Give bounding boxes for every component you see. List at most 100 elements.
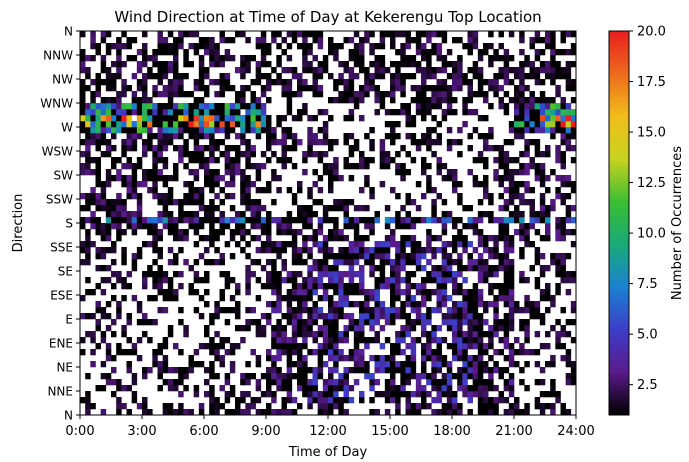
heatmap-cell xyxy=(188,187,194,194)
heatmap-cell xyxy=(534,127,541,134)
heatmap-cell xyxy=(307,349,313,356)
heatmap-cell xyxy=(328,379,334,386)
heatmap-cell xyxy=(534,361,541,368)
heatmap-cell xyxy=(126,115,132,122)
heatmap-cell xyxy=(333,265,339,272)
heatmap-cell xyxy=(214,403,220,410)
heatmap-cell xyxy=(369,157,375,164)
heatmap-cell xyxy=(343,295,349,302)
heatmap-cell xyxy=(462,301,468,308)
heatmap-cell xyxy=(260,49,267,56)
heatmap-cell xyxy=(209,115,215,122)
heatmap-cell xyxy=(426,97,432,104)
heatmap-cell xyxy=(121,85,127,92)
heatmap-cell xyxy=(224,127,231,134)
heatmap-cell xyxy=(384,205,391,212)
heatmap-cell xyxy=(421,97,427,104)
heatmap-cell xyxy=(147,121,153,128)
heatmap-cell xyxy=(157,133,163,140)
heatmap-cell xyxy=(570,337,577,344)
heatmap-cell xyxy=(204,115,210,122)
heatmap-cell xyxy=(405,37,411,44)
heatmap-cell xyxy=(539,97,546,104)
heatmap-cell xyxy=(426,67,432,74)
heatmap-cell xyxy=(524,61,530,68)
heatmap-cell xyxy=(431,115,437,122)
heatmap-cell xyxy=(333,355,339,362)
heatmap-cell xyxy=(240,373,246,380)
heatmap-cell xyxy=(519,379,525,386)
heatmap-cell xyxy=(379,247,386,254)
heatmap-cell xyxy=(534,121,541,128)
heatmap-cell xyxy=(322,343,329,350)
heatmap-cell xyxy=(441,175,448,182)
heatmap-cell xyxy=(131,181,138,188)
heatmap-cell xyxy=(524,325,530,332)
heatmap-cell xyxy=(235,403,241,410)
heatmap-cell xyxy=(353,217,360,224)
heatmap-cell xyxy=(333,229,339,236)
heatmap-cell xyxy=(400,253,406,260)
heatmap-cell xyxy=(436,307,442,314)
heatmap-cell xyxy=(291,247,298,254)
heatmap-cell xyxy=(338,283,344,290)
heatmap-cell xyxy=(436,385,442,392)
heatmap-cell xyxy=(565,133,572,140)
heatmap-cell xyxy=(426,49,432,56)
heatmap-cell xyxy=(390,295,396,302)
heatmap-cell xyxy=(508,271,515,278)
heatmap-cell xyxy=(498,325,504,332)
heatmap-cell xyxy=(286,337,293,344)
heatmap-cell xyxy=(524,229,530,236)
heatmap-cell xyxy=(312,55,318,62)
heatmap-cell xyxy=(193,187,200,194)
heatmap-cell xyxy=(400,169,406,176)
heatmap-cell xyxy=(204,157,210,164)
heatmap-cell xyxy=(209,127,215,134)
heatmap-cell xyxy=(565,211,572,218)
heatmap-cell xyxy=(333,403,339,410)
heatmap-cell xyxy=(405,253,411,260)
heatmap-cell xyxy=(152,247,158,254)
heatmap-cell xyxy=(462,343,468,350)
heatmap-cell xyxy=(338,175,344,182)
heatmap-cell xyxy=(436,283,442,290)
heatmap-cell xyxy=(152,349,158,356)
heatmap-cell xyxy=(384,391,391,398)
heatmap-cell xyxy=(477,49,484,56)
heatmap-cell xyxy=(260,31,267,38)
heatmap-cell xyxy=(333,301,339,308)
heatmap-cell xyxy=(446,319,453,326)
heatmap-cell xyxy=(229,235,236,242)
heatmap-cell xyxy=(555,331,561,338)
heatmap-cell xyxy=(384,223,391,230)
heatmap-cell xyxy=(343,163,349,170)
heatmap-cell xyxy=(95,109,101,116)
heatmap-cell xyxy=(271,139,277,146)
heatmap-cell xyxy=(100,307,107,314)
heatmap-cell xyxy=(183,199,189,206)
heatmap-cell xyxy=(534,103,541,110)
heatmap-cell xyxy=(514,109,520,116)
heatmap-cell xyxy=(152,319,158,326)
heatmap-cell xyxy=(384,31,391,38)
heatmap-cell xyxy=(229,109,236,116)
heatmap-cell xyxy=(219,343,225,350)
heatmap-cell xyxy=(116,397,122,404)
heatmap-cell xyxy=(126,85,132,92)
heatmap-cell xyxy=(462,241,468,248)
heatmap-cell xyxy=(167,133,174,140)
heatmap-cell xyxy=(271,217,277,224)
heatmap-cell xyxy=(312,199,318,206)
heatmap-cell xyxy=(483,307,489,314)
heatmap-cell xyxy=(555,343,561,350)
heatmap-cell xyxy=(105,343,112,350)
heatmap-cell xyxy=(276,271,282,278)
heatmap-cell xyxy=(539,313,546,320)
heatmap-cell xyxy=(534,55,541,62)
heatmap-cell xyxy=(240,193,246,200)
heatmap-cell xyxy=(400,235,406,242)
heatmap-cell xyxy=(250,403,256,410)
heatmap-cell xyxy=(219,385,225,392)
heatmap-cell xyxy=(312,241,318,248)
